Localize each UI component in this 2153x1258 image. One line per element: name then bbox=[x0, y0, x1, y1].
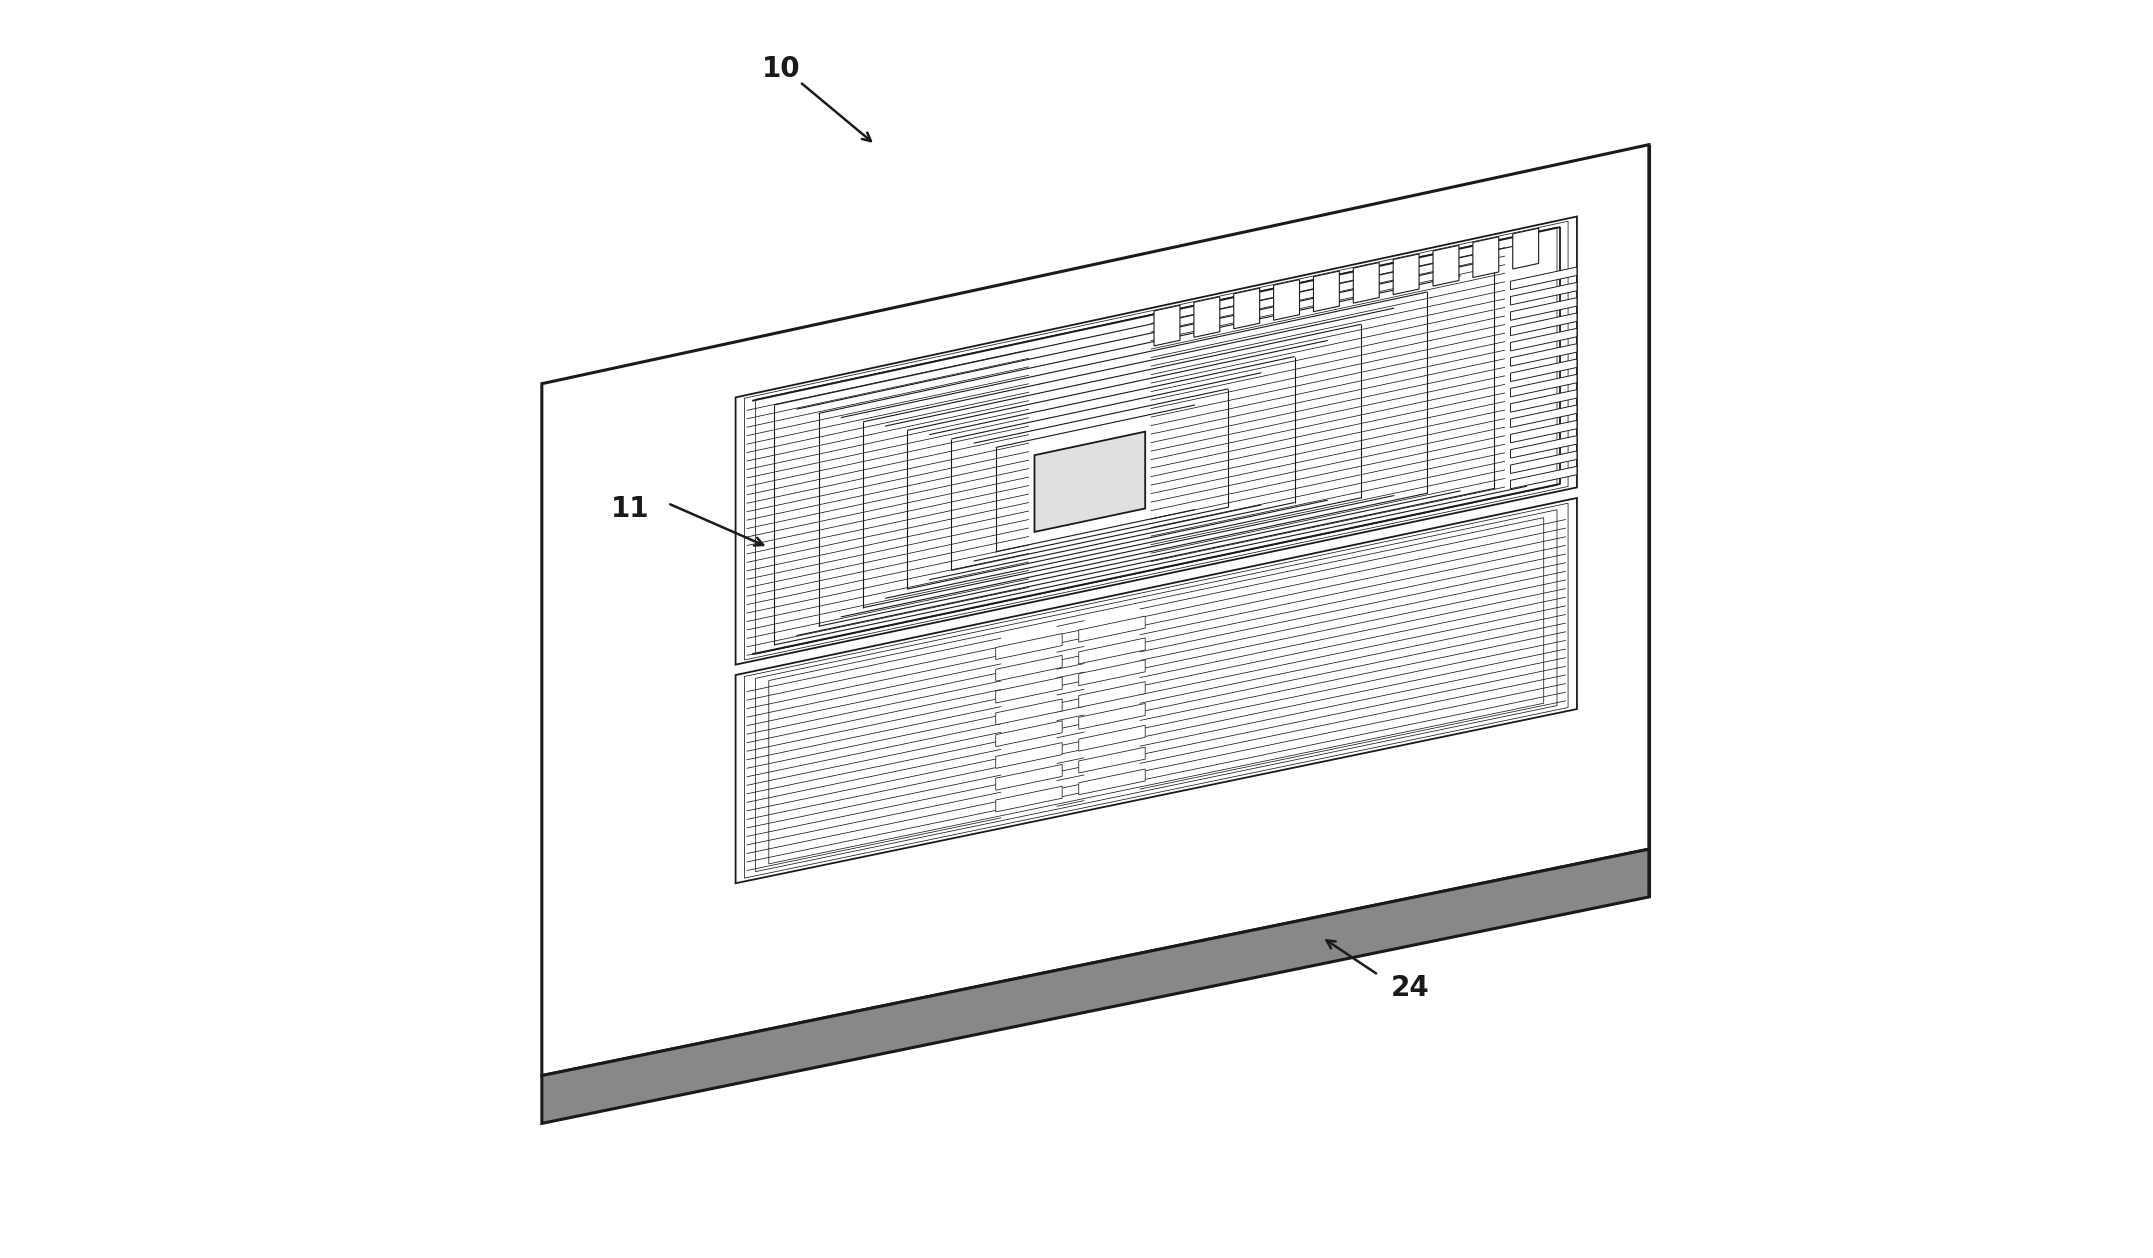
Polygon shape bbox=[543, 849, 1649, 1123]
Polygon shape bbox=[1511, 359, 1576, 381]
Polygon shape bbox=[1354, 263, 1380, 303]
Polygon shape bbox=[1511, 405, 1576, 428]
Polygon shape bbox=[1079, 769, 1145, 795]
Polygon shape bbox=[1079, 638, 1145, 664]
Text: 24: 24 bbox=[1391, 974, 1430, 1001]
Polygon shape bbox=[1079, 726, 1145, 751]
Polygon shape bbox=[1511, 328, 1576, 351]
Polygon shape bbox=[1511, 282, 1576, 304]
Polygon shape bbox=[995, 634, 1061, 659]
Polygon shape bbox=[995, 677, 1061, 703]
Polygon shape bbox=[995, 699, 1061, 725]
Polygon shape bbox=[1033, 431, 1145, 532]
Polygon shape bbox=[1514, 228, 1539, 269]
Polygon shape bbox=[1079, 682, 1145, 707]
Polygon shape bbox=[995, 655, 1061, 682]
Polygon shape bbox=[736, 216, 1576, 664]
Polygon shape bbox=[995, 786, 1061, 811]
Polygon shape bbox=[1511, 390, 1576, 413]
Polygon shape bbox=[1511, 420, 1576, 443]
Polygon shape bbox=[1079, 616, 1145, 642]
Polygon shape bbox=[1511, 267, 1576, 289]
Polygon shape bbox=[1511, 435, 1576, 458]
Polygon shape bbox=[1313, 270, 1339, 312]
Polygon shape bbox=[736, 498, 1576, 883]
Polygon shape bbox=[1511, 467, 1576, 489]
Polygon shape bbox=[1511, 375, 1576, 396]
Polygon shape bbox=[1473, 237, 1498, 278]
Polygon shape bbox=[995, 721, 1061, 746]
Polygon shape bbox=[543, 145, 1649, 1076]
Polygon shape bbox=[1511, 450, 1576, 473]
Polygon shape bbox=[1195, 297, 1221, 337]
Text: 11: 11 bbox=[611, 496, 650, 523]
Polygon shape bbox=[1511, 313, 1576, 336]
Text: 10: 10 bbox=[762, 55, 801, 83]
Polygon shape bbox=[1434, 245, 1460, 286]
Polygon shape bbox=[1275, 279, 1300, 321]
Polygon shape bbox=[995, 765, 1061, 790]
Polygon shape bbox=[1393, 254, 1419, 294]
Polygon shape bbox=[995, 742, 1061, 769]
Polygon shape bbox=[1234, 288, 1260, 328]
Polygon shape bbox=[1154, 306, 1180, 346]
Polygon shape bbox=[1511, 343, 1576, 366]
Polygon shape bbox=[1079, 659, 1145, 686]
Polygon shape bbox=[1511, 298, 1576, 321]
Polygon shape bbox=[1079, 747, 1145, 772]
Polygon shape bbox=[1079, 703, 1145, 730]
